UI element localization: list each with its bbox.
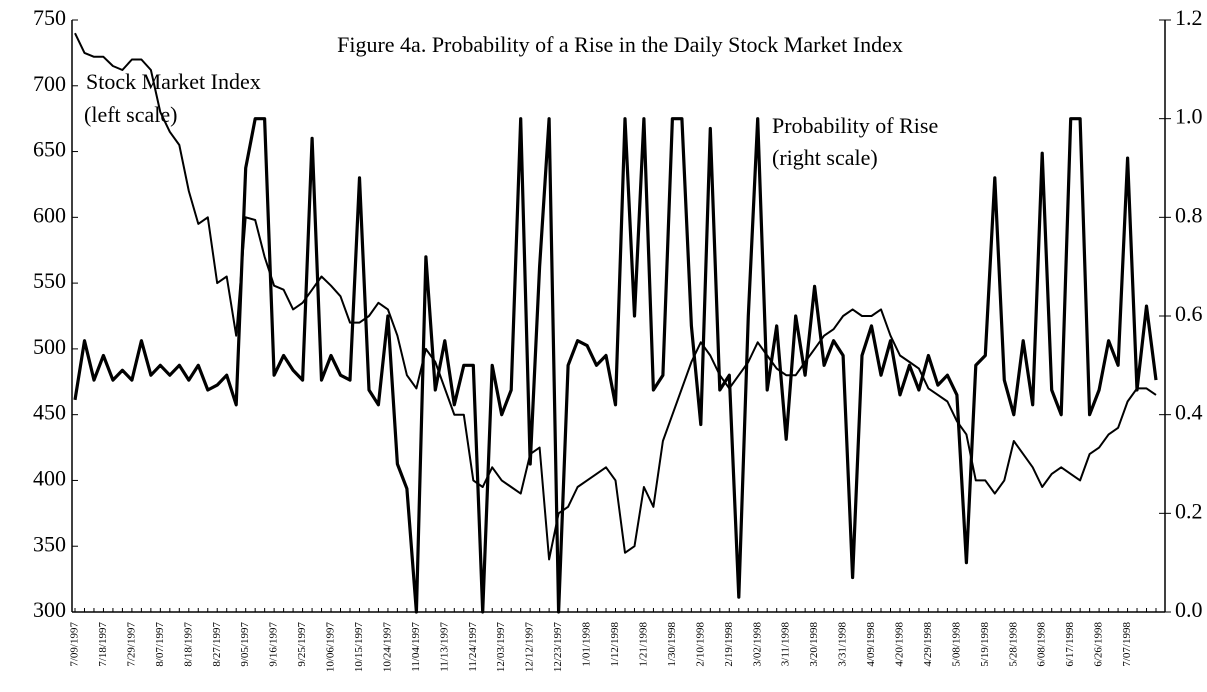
x-tick-label: 3/31/1998: [837, 622, 849, 667]
x-tick-label: 7/18/1997: [97, 622, 109, 667]
y2-tick-label: 0.8: [1175, 202, 1203, 227]
x-tick-label: 9/16/1997: [268, 622, 280, 667]
y-tick-label: 350: [33, 531, 66, 556]
x-tick-label: 9/25/1997: [296, 622, 308, 667]
x-tick-label: 10/06/1997: [325, 622, 337, 673]
y2-tick-label: 0.4: [1175, 400, 1203, 425]
annotation: (right scale): [772, 145, 878, 170]
y2-tick-label: 1.2: [1175, 5, 1203, 30]
y2-tick-label: 0.2: [1175, 498, 1203, 523]
x-tick-label: 1/21/1998: [637, 622, 649, 667]
x-tick-label: 1/12/1998: [609, 622, 621, 667]
x-tick-label: 2/19/1998: [723, 622, 735, 667]
chart-title: Figure 4a. Probability of a Rise in the …: [337, 32, 903, 57]
x-tick-label: 6/08/1998: [1036, 622, 1048, 667]
x-tick-label: 8/27/1997: [211, 622, 223, 667]
y-tick-label: 700: [33, 71, 66, 96]
x-tick-label: 7/07/1998: [1121, 622, 1133, 667]
x-tick-label: 7/09/1997: [69, 622, 81, 667]
x-tick-label: 4/09/1998: [865, 622, 877, 667]
x-tick-label: 8/18/1997: [182, 622, 194, 667]
x-tick-label: 3/11/1998: [780, 622, 792, 667]
x-tick-label: 6/26/1998: [1093, 622, 1105, 667]
y-tick-label: 550: [33, 268, 66, 293]
y2-tick-label: 0.0: [1175, 597, 1203, 622]
y-tick-label: 450: [33, 400, 66, 425]
series-line: [73, 117, 1158, 614]
x-tick-label: 11/24/1997: [467, 622, 479, 672]
x-tick-label: 12/12/1997: [524, 622, 536, 673]
x-tick-label: 2/10/1998: [694, 622, 706, 667]
x-tick-label: 12/23/1997: [552, 622, 564, 673]
y2-tick-label: 1.0: [1175, 104, 1203, 129]
x-tick-label: 6/17/1998: [1064, 622, 1076, 667]
y-tick-label: 500: [33, 334, 66, 359]
x-tick-label: 11/04/1997: [410, 622, 422, 672]
x-tick-label: 7/29/1997: [125, 622, 137, 667]
x-tick-label: 12/03/1997: [495, 622, 507, 673]
y-tick-label: 400: [33, 465, 66, 490]
x-tick-label: 8/07/1997: [154, 622, 166, 667]
y-tick-label: 600: [33, 202, 66, 227]
x-tick-label: 5/28/1998: [1007, 622, 1019, 667]
annotation: Probability of Rise: [772, 113, 938, 138]
y-tick-label: 650: [33, 137, 66, 162]
x-tick-label: 4/20/1998: [894, 622, 906, 667]
annotation: (left scale): [84, 102, 177, 127]
x-tick-label: 10/24/1997: [381, 622, 393, 673]
x-tick-label: 10/15/1997: [353, 622, 365, 673]
x-tick-label: 11/13/1997: [438, 622, 450, 672]
x-tick-label: 3/02/1998: [751, 622, 763, 667]
y-tick-label: 300: [33, 597, 66, 622]
series-line: [74, 32, 1157, 561]
x-tick-label: 4/29/1998: [922, 622, 934, 667]
x-tick-label: 3/20/1998: [808, 622, 820, 667]
x-tick-label: 1/30/1998: [666, 622, 678, 667]
y-tick-label: 750: [33, 5, 66, 30]
annotation: Stock Market Index: [86, 69, 261, 94]
x-tick-label: 5/08/1998: [950, 622, 962, 667]
x-tick-label: 5/19/1998: [979, 622, 991, 667]
x-tick-label: 9/05/1997: [239, 622, 251, 667]
y2-tick-label: 0.6: [1175, 301, 1203, 326]
x-tick-label: 1/01/1998: [581, 622, 593, 667]
